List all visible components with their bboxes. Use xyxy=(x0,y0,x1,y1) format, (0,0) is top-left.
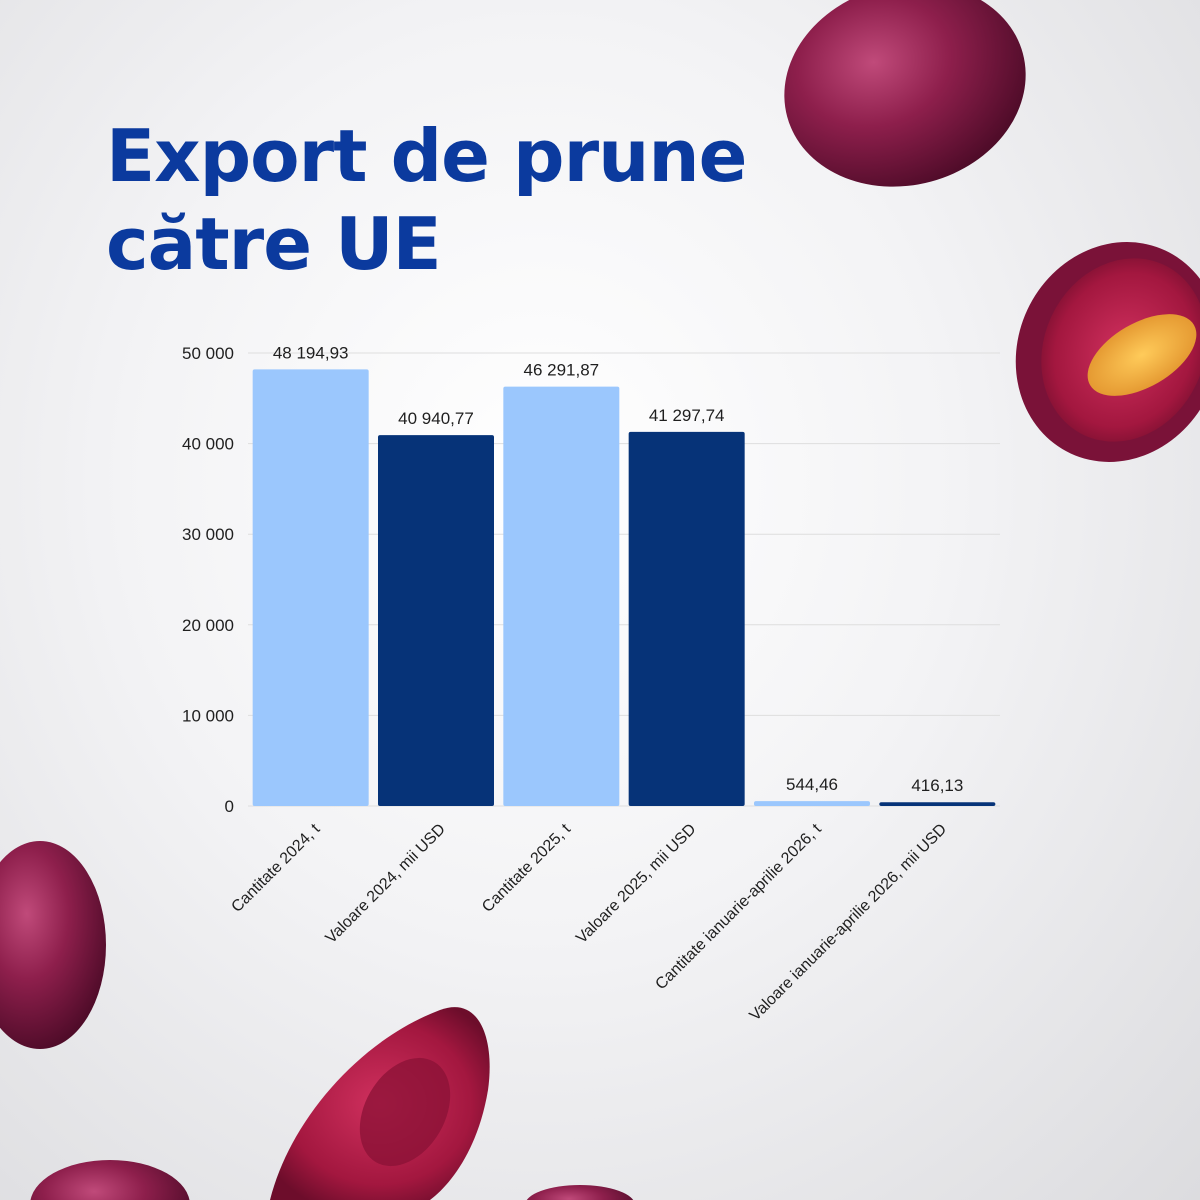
x-tick-label: Valoare 2025, mii USD xyxy=(573,821,699,947)
bar xyxy=(879,802,996,806)
data-label: 40 940,77 xyxy=(398,409,474,428)
title-line-1: Export de prune xyxy=(106,114,747,198)
y-tick-label: 50 000 xyxy=(182,344,234,363)
title-line-2: către UE xyxy=(106,202,442,286)
data-label: 41 297,74 xyxy=(649,406,725,425)
y-tick-label: 20 000 xyxy=(182,616,234,635)
bar xyxy=(252,369,369,806)
x-tick-label: Valoare ianuarie-aprilie 2026, mii USD xyxy=(747,821,951,1025)
y-tick-label: 40 000 xyxy=(182,435,234,454)
data-label: 544,46 xyxy=(786,775,838,794)
data-label: 416,13 xyxy=(911,776,963,795)
bar xyxy=(754,801,870,806)
x-tick-label: Cantitate 2024, t xyxy=(228,820,323,915)
x-tick-label: Valoare 2024, mii USD xyxy=(323,821,449,947)
bar xyxy=(628,431,745,806)
page-title: Export de prune către UE xyxy=(106,112,747,288)
y-tick-label: 30 000 xyxy=(182,525,234,544)
data-label: 48 194,93 xyxy=(273,343,349,362)
y-tick-label: 10 000 xyxy=(182,706,234,725)
y-tick-label: 0 xyxy=(225,797,234,816)
bar xyxy=(378,435,494,806)
bar xyxy=(503,386,620,806)
x-tick-label: Cantitate 2025, t xyxy=(479,820,574,915)
data-label: 46 291,87 xyxy=(524,361,600,380)
